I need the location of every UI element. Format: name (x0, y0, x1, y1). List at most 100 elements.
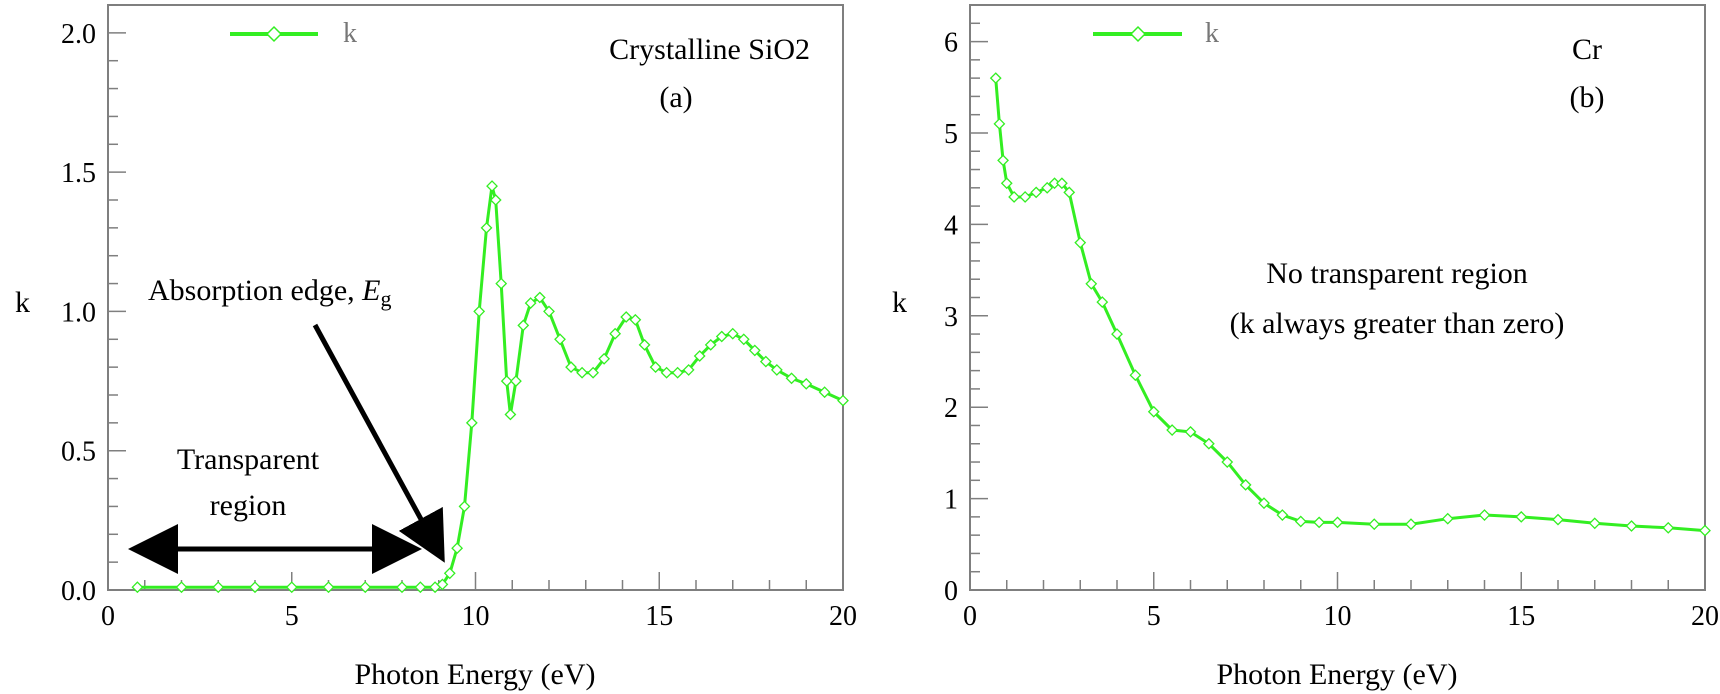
data-point-marker (1184, 425, 1197, 438)
data-point-marker (576, 366, 588, 379)
panel-b-panel-label: (b) (1570, 81, 1605, 114)
data-point-marker (1096, 296, 1109, 308)
panel-b-ticks (969, 4, 1706, 591)
data-point-marker (1331, 516, 1344, 529)
data-point-marker (704, 338, 717, 351)
series-line (137, 185, 844, 589)
data-point-marker (396, 581, 408, 594)
data-point-marker (682, 364, 695, 376)
panel-a-legend-label: k (343, 18, 357, 49)
x-tick-label: 10 (1324, 601, 1352, 632)
panel-a-panel-label: (a) (659, 81, 692, 114)
data-point-marker (1405, 518, 1417, 531)
panel-a-x-axis-title: Photon Energy (eV) (354, 658, 595, 691)
data-point-marker (212, 581, 225, 594)
data-point-marker (473, 305, 486, 318)
transparent-region-label-line1: Transparent (177, 443, 320, 476)
data-point-marker (1041, 181, 1054, 194)
data-point-marker (989, 72, 1002, 85)
data-point-marker (693, 350, 706, 362)
y-tick-label: 2.0 (61, 19, 96, 50)
data-point-marker (480, 221, 493, 234)
data-point-marker (436, 578, 449, 591)
panel-b-x-axis-title: Photon Energy (eV) (1216, 658, 1457, 691)
data-point-marker (489, 194, 502, 206)
panel-b-legend: k (1093, 18, 1219, 49)
data-point-marker (638, 338, 651, 351)
y-tick-label: 3 (944, 302, 958, 333)
data-point-marker (1276, 509, 1289, 521)
data-point-marker (565, 361, 577, 374)
panel-b-legend-marker (1129, 25, 1147, 43)
data-point-marker (285, 581, 298, 594)
x-tick-label: 15 (645, 601, 673, 632)
data-point-marker (1055, 177, 1068, 190)
data-point-marker (1063, 186, 1076, 199)
panel-a-y-axis-title: k (15, 286, 30, 319)
data-point-marker (443, 567, 456, 580)
no-transparent-region-line2: (k always greater than zero) (1230, 307, 1565, 340)
absorption-edge-eg-subscript: g (380, 286, 391, 311)
data-point-marker (649, 361, 662, 374)
data-point-marker (554, 333, 566, 346)
absorption-edge-label: Absorption edge, Eg (148, 274, 391, 311)
data-point-marker (759, 355, 772, 368)
data-point-marker (1030, 186, 1043, 199)
data-point-marker (1085, 277, 1098, 290)
data-point-marker (1441, 512, 1454, 525)
data-point-marker (524, 297, 537, 309)
y-tick-label: 5 (944, 119, 958, 150)
data-point-marker (1239, 478, 1252, 491)
panel-b-tick-labels: 0 5 10 15 20 0 1 2 3 4 5 6 (944, 28, 1719, 632)
data-point-marker (1129, 369, 1142, 382)
data-point-marker (175, 581, 188, 594)
data-point-marker (1294, 515, 1307, 528)
data-point-marker (1074, 236, 1087, 249)
data-point-marker (517, 319, 530, 332)
data-point-marker (414, 581, 427, 594)
data-point-marker (1515, 510, 1528, 523)
panel-b-y-axis-title: k (892, 286, 907, 319)
data-point-marker (486, 180, 498, 192)
data-point-marker (748, 344, 761, 357)
panel-a-chart: 0 5 10 15 20 0.0 0.5 1.0 1.5 2.0 k Photon Energy … (15, 4, 857, 691)
data-point-marker (543, 305, 555, 318)
data-point-marker (1625, 520, 1638, 532)
y-tick-label: 0.5 (61, 437, 96, 468)
data-point-marker (500, 375, 513, 387)
x-tick-label: 0 (101, 601, 115, 632)
data-point-marker (1699, 524, 1711, 537)
data-point-marker (837, 394, 849, 407)
panel-a-series (131, 180, 849, 594)
data-point-marker (629, 313, 642, 326)
data-point-marker (598, 352, 611, 365)
data-point-marker (131, 581, 144, 594)
data-point-marker (504, 408, 517, 421)
data-point-marker (1111, 328, 1123, 340)
panel-b-series (989, 72, 1711, 537)
data-point-marker (533, 291, 546, 304)
data-point-marker (1662, 521, 1675, 534)
absorption-edge-arrow (312, 323, 445, 563)
data-point-marker (715, 330, 728, 343)
data-point-marker (458, 500, 471, 513)
panel-b-chart: 0 5 10 15 20 0 1 2 3 4 5 6 k Photon Energy (eV) k C… (892, 4, 1719, 691)
x-tick-label: 15 (1507, 601, 1535, 632)
data-point-marker (1008, 191, 1021, 203)
data-point-marker (1368, 518, 1381, 531)
data-point-marker (818, 386, 831, 399)
absorption-edge-eg-symbol: E (361, 274, 380, 307)
panel-a-legend: k (230, 18, 357, 49)
data-point-marker (1166, 424, 1179, 436)
data-point-marker (1478, 509, 1491, 521)
x-tick-label: 5 (285, 601, 299, 632)
data-point-marker (587, 366, 600, 379)
data-point-marker (249, 581, 261, 594)
transparent-region-label-line2: region (210, 489, 287, 522)
y-tick-label: 4 (944, 210, 958, 241)
y-tick-label: 0.0 (61, 576, 96, 607)
no-transparent-region-line1: No transparent region (1266, 257, 1528, 290)
data-point-marker (451, 542, 464, 555)
data-point-marker (785, 372, 798, 385)
